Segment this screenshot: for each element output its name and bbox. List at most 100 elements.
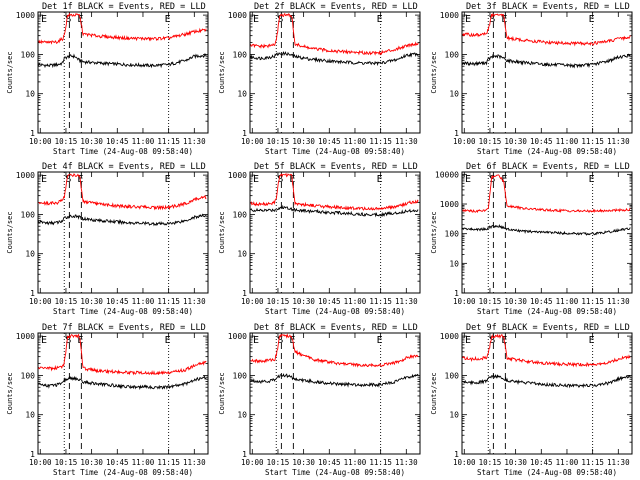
x-tick-label: 10:00 bbox=[453, 297, 476, 306]
series-line-events bbox=[462, 373, 631, 389]
y-tick-label: 10000 bbox=[435, 170, 459, 179]
marker-label: E bbox=[501, 174, 507, 185]
chart-panel-5: Det 5f BLACK = Events, RED = LLD 1 10 100 10… bbox=[218, 162, 421, 316]
y-tick-label: 1 bbox=[454, 450, 459, 459]
marker-label: E bbox=[41, 14, 47, 25]
chart-panel-4: Det 4f BLACK = Events, RED = LLD 1 10 100 10… bbox=[6, 162, 209, 316]
y-tick-label: 1000 bbox=[440, 332, 459, 341]
x-tick-label: 11:30 bbox=[395, 137, 418, 146]
series-line-events bbox=[250, 373, 419, 388]
x-tick-label: 11:30 bbox=[607, 137, 630, 146]
x-tick-label: 10:00 bbox=[29, 137, 52, 146]
x-tick-label: 11:30 bbox=[607, 458, 630, 467]
y-tick-label: 1000 bbox=[440, 200, 459, 209]
x-tick-label: 10:15 bbox=[479, 458, 502, 467]
y-tick-label: 1000 bbox=[228, 11, 247, 20]
x-tick-label: 10:15 bbox=[55, 297, 78, 306]
chart-title: Det 7f BLACK = Events, RED = LLD bbox=[42, 323, 206, 333]
series-line-lld bbox=[462, 333, 631, 368]
x-axis-label: Start Time (24-Aug-08 09:58:40) bbox=[477, 147, 617, 156]
x-tick-label: 10:00 bbox=[29, 458, 52, 467]
marker-label: E bbox=[41, 174, 47, 185]
y-tick-label: 100 bbox=[233, 50, 248, 59]
x-axis-label: Start Time (24-Aug-08 09:58:40) bbox=[53, 307, 193, 316]
plot-frame bbox=[37, 11, 209, 134]
x-axis-label: Start Time (24-Aug-08 09:58:40) bbox=[477, 307, 617, 316]
series-line-events bbox=[38, 52, 207, 69]
x-tick-label: 11:15 bbox=[157, 137, 180, 146]
marker-label: S bbox=[277, 14, 283, 25]
marker-label: E bbox=[377, 335, 383, 346]
chart-title: Det 9f BLACK = Events, RED = LLD bbox=[466, 323, 630, 333]
plot-frame bbox=[461, 332, 633, 455]
x-tick-label: 11:30 bbox=[395, 297, 418, 306]
y-axis-label: Counts/sec bbox=[430, 211, 438, 253]
x-tick-label: 10:15 bbox=[267, 137, 290, 146]
series-line-events bbox=[250, 204, 419, 218]
x-tick-label: 11:15 bbox=[581, 458, 604, 467]
y-tick-label: 100 bbox=[445, 371, 460, 380]
x-tick-label: 11:30 bbox=[607, 297, 630, 306]
marker-label: E bbox=[589, 174, 595, 185]
plot-frame bbox=[461, 171, 633, 294]
chart-panel-9: Det 9f BLACK = Events, RED = LLD 1 10 100 10… bbox=[430, 323, 633, 477]
x-tick-label: 11:15 bbox=[581, 137, 604, 146]
series-line-events bbox=[38, 375, 207, 391]
x-tick-label: 10:30 bbox=[292, 458, 315, 467]
x-tick-label: 11:00 bbox=[344, 137, 367, 146]
plot-frame bbox=[461, 11, 633, 134]
plot-frame bbox=[249, 332, 421, 455]
y-tick-label: 1000 bbox=[228, 171, 247, 180]
series-line-events bbox=[462, 224, 631, 236]
x-tick-label: 11:00 bbox=[344, 297, 367, 306]
marker-label: E bbox=[465, 335, 471, 346]
marker-label: E bbox=[253, 335, 259, 346]
plot-frame bbox=[37, 171, 209, 294]
x-axis-label: Start Time (24-Aug-08 09:58:40) bbox=[53, 147, 193, 156]
x-tick-label: 10:30 bbox=[80, 458, 103, 467]
plot-frame bbox=[249, 171, 421, 294]
marker-label: E bbox=[165, 14, 171, 25]
x-tick-label: 11:15 bbox=[369, 137, 392, 146]
marker-label: E bbox=[465, 14, 471, 25]
series-line-events bbox=[38, 213, 207, 227]
y-tick-label: 10 bbox=[449, 411, 459, 420]
chart-panel-8: Det 8f BLACK = Events, RED = LLD 1 10 100 10… bbox=[218, 323, 421, 477]
y-tick-label: 100 bbox=[233, 210, 248, 219]
x-tick-label: 10:15 bbox=[55, 137, 78, 146]
x-tick-label: 10:30 bbox=[80, 297, 103, 306]
x-tick-label: 11:15 bbox=[369, 297, 392, 306]
y-axis-label: Counts/sec bbox=[6, 51, 14, 93]
marker-label: S bbox=[65, 335, 71, 346]
marker-label: E bbox=[589, 335, 595, 346]
x-tick-label: 11:15 bbox=[369, 458, 392, 467]
x-tick-label: 11:00 bbox=[344, 458, 367, 467]
x-axis-label: Start Time (24-Aug-08 09:58:40) bbox=[265, 468, 405, 477]
x-tick-label: 10:45 bbox=[106, 458, 129, 467]
chart-title: Det 5f BLACK = Events, RED = LLD bbox=[254, 162, 418, 172]
x-tick-label: 10:30 bbox=[80, 137, 103, 146]
y-axis-label: Counts/sec bbox=[430, 372, 438, 414]
y-tick-label: 100 bbox=[233, 371, 248, 380]
y-tick-label: 100 bbox=[21, 371, 36, 380]
y-tick-label: 1 bbox=[30, 450, 35, 459]
y-tick-label: 10 bbox=[237, 250, 247, 259]
marker-label: S bbox=[489, 335, 495, 346]
y-axis-label: Counts/sec bbox=[6, 211, 14, 253]
chart-title: Det 8f BLACK = Events, RED = LLD bbox=[254, 323, 418, 333]
y-tick-label: 10 bbox=[25, 411, 35, 420]
y-tick-label: 1 bbox=[454, 129, 459, 138]
x-tick-label: 10:15 bbox=[267, 297, 290, 306]
plot-frame bbox=[249, 11, 421, 134]
y-tick-label: 100 bbox=[21, 50, 36, 59]
y-tick-label: 10 bbox=[237, 90, 247, 99]
y-tick-label: 10 bbox=[449, 90, 459, 99]
y-tick-label: 10 bbox=[25, 250, 35, 259]
x-tick-label: 10:30 bbox=[504, 137, 527, 146]
x-tick-label: 10:30 bbox=[504, 458, 527, 467]
x-tick-label: 11:00 bbox=[132, 458, 155, 467]
series-line-events bbox=[462, 53, 631, 69]
series-line-lld bbox=[462, 13, 631, 47]
chart-title: Det 3f BLACK = Events, RED = LLD bbox=[466, 2, 630, 12]
x-tick-label: 10:15 bbox=[479, 297, 502, 306]
